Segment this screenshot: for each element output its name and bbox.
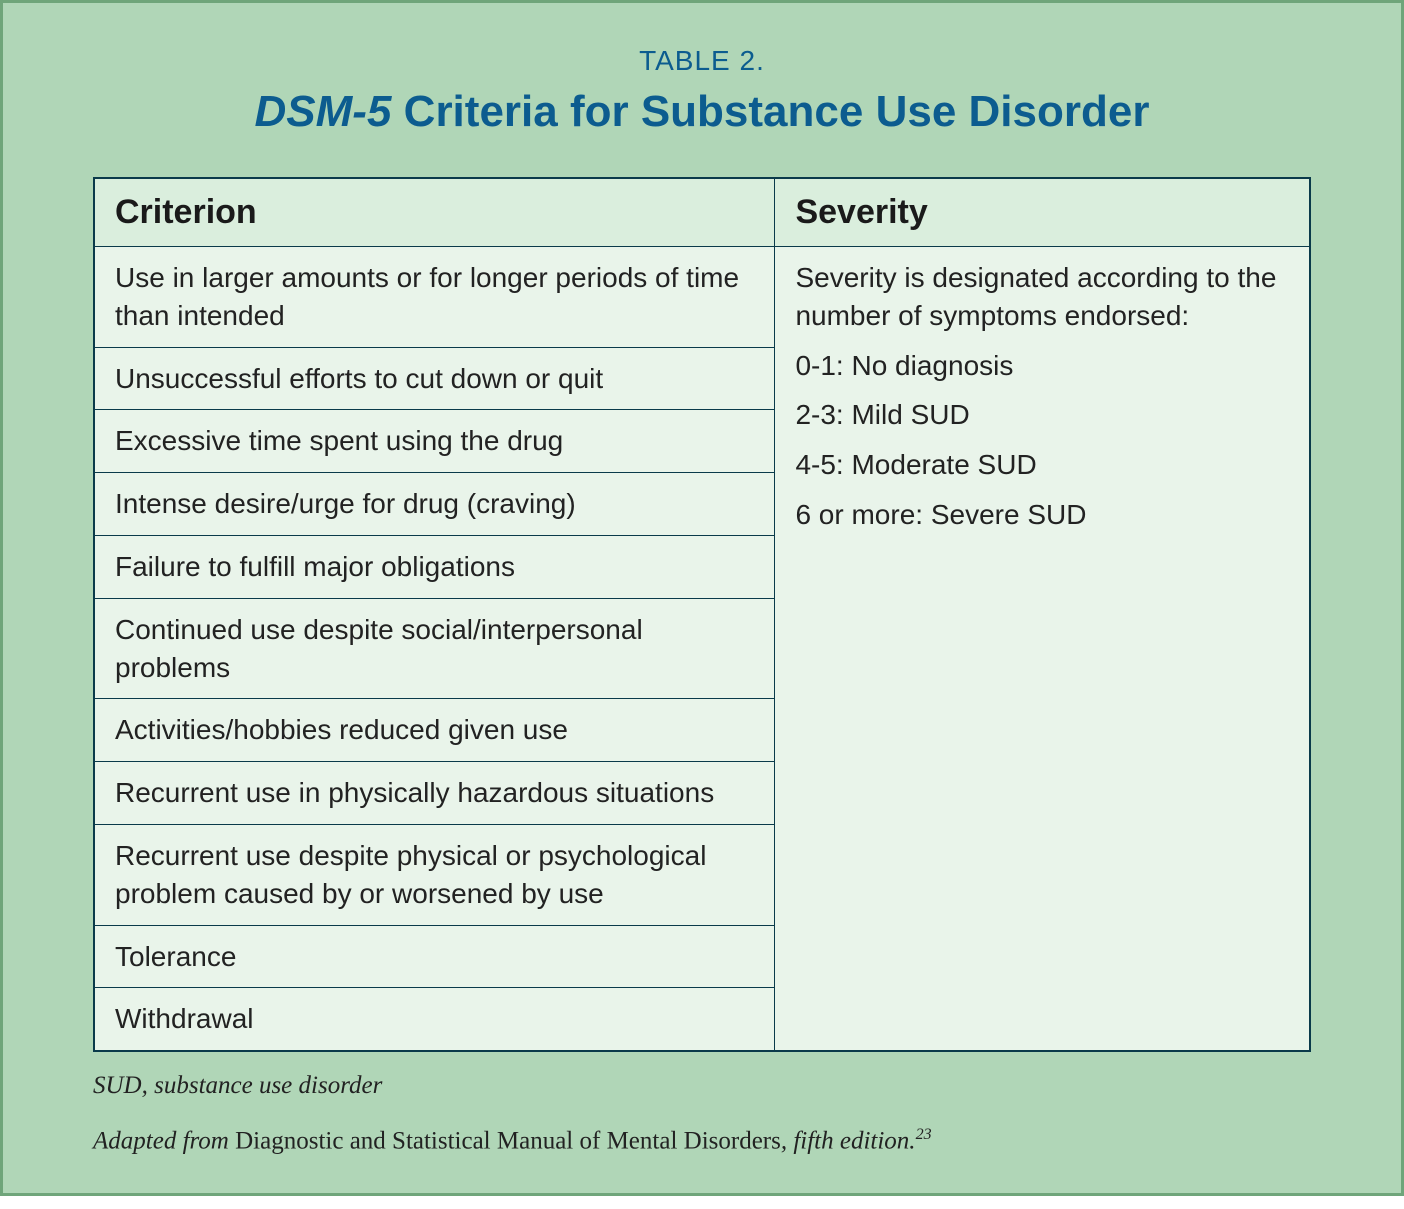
footnote-source-title: Diagnostic and Statistical Manual of Men…: [235, 1127, 781, 1154]
severity-line: 0-1: No diagnosis: [795, 347, 1289, 385]
footnote-abbrev-text: SUD, substance use disorder: [93, 1072, 382, 1099]
severity-line: 6 or more: Severe SUD: [795, 496, 1289, 534]
footnote-source-sup: 23: [916, 1126, 932, 1143]
footnote-source-prefix: Adapted from: [93, 1127, 235, 1154]
col-header-severity: Severity: [775, 178, 1310, 247]
criterion-cell: Excessive time spent using the drug: [94, 410, 775, 473]
footnote-abbrev: SUD, substance use disorder: [93, 1072, 1311, 1100]
criterion-cell: Activities/hobbies reduced given use: [94, 699, 775, 762]
title-rest: Criteria for Substance Use Disorder: [391, 87, 1149, 136]
col-header-criterion: Criterion: [94, 178, 775, 247]
criterion-cell: Continued use despite social/interperson…: [94, 598, 775, 699]
footnote-source-suffix: , fifth edition.: [781, 1127, 916, 1154]
table-row: Use in larger amounts or for longer peri…: [94, 247, 1310, 348]
footnote-source: Adapted from Diagnostic and Statistical …: [93, 1126, 1311, 1155]
table-title: DSM-5 Criteria for Substance Use Disorde…: [93, 87, 1311, 137]
criterion-cell: Unsuccessful efforts to cut down or quit: [94, 347, 775, 410]
title-italic-part: DSM-5: [255, 87, 392, 136]
severity-line: Severity is designated according to the …: [795, 259, 1289, 335]
severity-line: 2-3: Mild SUD: [795, 396, 1289, 434]
table-number-label: TABLE 2.: [93, 45, 1311, 77]
severity-cell: Severity is designated according to the …: [775, 247, 1310, 1052]
criterion-cell: Recurrent use despite physical or psycho…: [94, 824, 775, 925]
criterion-cell: Tolerance: [94, 925, 775, 988]
criterion-cell: Withdrawal: [94, 988, 775, 1051]
criteria-table: Criterion Severity Use in larger amounts…: [93, 177, 1311, 1052]
table-header-row: Criterion Severity: [94, 178, 1310, 247]
table-panel: TABLE 2. DSM-5 Criteria for Substance Us…: [0, 0, 1404, 1196]
criterion-cell: Intense desire/urge for drug (craving): [94, 473, 775, 536]
criterion-cell: Recurrent use in physically hazardous si…: [94, 762, 775, 825]
criterion-cell: Use in larger amounts or for longer peri…: [94, 247, 775, 348]
severity-line: 4-5: Moderate SUD: [795, 446, 1289, 484]
criterion-cell: Failure to fulfill major obligations: [94, 535, 775, 598]
